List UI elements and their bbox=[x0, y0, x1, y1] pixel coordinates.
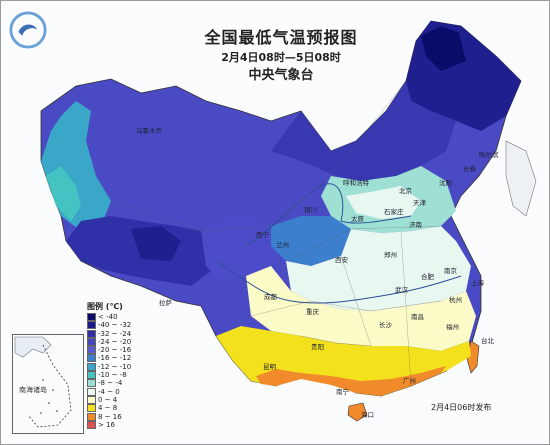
city-label: 福州 bbox=[446, 323, 459, 331]
city-label: 济南 bbox=[409, 221, 422, 229]
legend-item: -8 ~ -4 bbox=[87, 379, 133, 388]
city-label: 重庆 bbox=[306, 308, 319, 316]
map-header: 全国最低气温预报图 2月4日08时—5日08时 中央气象台 bbox=[1, 27, 549, 85]
city-label: 兰州 bbox=[276, 241, 289, 249]
legend-label: -32 ~ -24 bbox=[98, 329, 132, 338]
city-label: 石家庄 bbox=[384, 208, 404, 216]
legend-item: -4 ~ 0 bbox=[87, 387, 133, 396]
city-label: 太原 bbox=[351, 215, 364, 223]
legend-swatch bbox=[87, 379, 96, 388]
legend-swatch bbox=[87, 346, 96, 355]
city-label: 南京 bbox=[444, 267, 457, 275]
issuer: 中央气象台 bbox=[248, 68, 314, 83]
legend-label: -40 ~ -32 bbox=[98, 321, 132, 330]
legend-swatch bbox=[87, 371, 96, 380]
legend-label: -12 ~ -10 bbox=[98, 362, 132, 371]
city-label: 南昌 bbox=[411, 313, 424, 321]
city-label: 长沙 bbox=[379, 321, 392, 329]
legend-swatch bbox=[87, 337, 96, 346]
city-label: 昆明 bbox=[263, 363, 276, 371]
cma-logo-icon bbox=[9, 11, 47, 49]
legend-swatch bbox=[87, 404, 96, 413]
legend-items: < -40 -40 ~ -32 -32 ~ -24 -24 ~ -20 -20 ~ -1… bbox=[87, 313, 133, 429]
legend-label: > 16 bbox=[98, 420, 115, 429]
city-label: 拉萨 bbox=[159, 299, 172, 307]
legend-swatch bbox=[87, 329, 96, 338]
legend-label: -20 ~ -16 bbox=[98, 346, 132, 355]
city-label: 银川 bbox=[304, 206, 317, 214]
legend-item: -20 ~ -16 bbox=[87, 346, 133, 355]
legend-label: -24 ~ -20 bbox=[98, 337, 132, 346]
legend-swatch bbox=[87, 412, 96, 421]
legend-swatch bbox=[87, 362, 96, 371]
city-label: 杭州 bbox=[449, 296, 462, 304]
legend-item: -16 ~ -12 bbox=[87, 354, 133, 363]
legend-item: -24 ~ -20 bbox=[87, 337, 133, 346]
city-label: 长春 bbox=[463, 165, 476, 173]
yellow-river bbox=[245, 183, 412, 247]
city-label: 合肥 bbox=[421, 273, 434, 281]
legend: 图例 (℃) < -40 -40 ~ -32 -32 ~ -24 -24 ~ -20-… bbox=[87, 301, 133, 429]
city-label: 西宁 bbox=[256, 231, 269, 239]
city-label: 沈阳 bbox=[439, 179, 452, 187]
south-china-sea-inset bbox=[12, 334, 84, 434]
legend-item: -32 ~ -24 bbox=[87, 329, 133, 338]
legend-label: -16 ~ -12 bbox=[98, 354, 132, 363]
yangtze-river bbox=[215, 260, 462, 304]
legend-label: 8 ~ 16 bbox=[98, 412, 122, 421]
legend-label: 4 ~ 8 bbox=[98, 404, 118, 413]
legend-swatch bbox=[87, 420, 96, 429]
legend-item: < -40 bbox=[87, 313, 133, 321]
city-label: 海口 bbox=[361, 411, 374, 419]
legend-swatch bbox=[87, 313, 96, 321]
legend-item: -12 ~ -10 bbox=[87, 362, 133, 371]
legend-label: -4 ~ 0 bbox=[98, 387, 120, 396]
city-label: 成都 bbox=[264, 293, 277, 301]
city-label: 南宁 bbox=[336, 388, 349, 396]
legend-label: -8 ~ -4 bbox=[98, 379, 123, 388]
legend-swatch bbox=[87, 354, 96, 363]
inset-map bbox=[14, 336, 72, 428]
inset-label: 南海诸岛 bbox=[19, 386, 47, 394]
legend-title: 图例 (℃) bbox=[87, 302, 123, 311]
city-label: 上海 bbox=[471, 279, 484, 287]
hainan bbox=[347, 402, 368, 422]
city-label: 呼和浩特 bbox=[343, 179, 369, 187]
legend-label: < -40 bbox=[98, 313, 118, 321]
map-title: 全国最低气温预报图 bbox=[204, 28, 358, 47]
legend-swatch bbox=[87, 321, 96, 330]
city-label: 天津 bbox=[413, 199, 426, 207]
legend-item: -40 ~ -32 bbox=[87, 321, 133, 330]
city-label: 西安 bbox=[335, 256, 348, 264]
city-label: 郑州 bbox=[384, 251, 397, 259]
city-label: 广州 bbox=[403, 377, 416, 385]
korean-peninsula bbox=[505, 140, 537, 217]
issue-time: 2月4日06时发布 bbox=[431, 403, 492, 412]
city-label: 北京 bbox=[399, 187, 412, 195]
legend-item: 8 ~ 16 bbox=[87, 412, 133, 421]
legend-label: 0 ~ 4 bbox=[98, 395, 118, 404]
city-label: 哈尔滨 bbox=[479, 151, 499, 159]
forecast-period: 2月4日08时—5日08时 bbox=[221, 51, 341, 64]
legend-swatch bbox=[87, 387, 96, 396]
city-label: 乌鲁木齐 bbox=[136, 127, 162, 135]
legend-label: -10 ~ -8 bbox=[98, 371, 127, 380]
city-label: 贵阳 bbox=[311, 343, 324, 351]
legend-item: 4 ~ 8 bbox=[87, 404, 133, 413]
legend-swatch bbox=[87, 395, 96, 404]
legend-item: -10 ~ -8 bbox=[87, 371, 133, 380]
legend-item: > 16 bbox=[87, 420, 133, 429]
city-label: 台北 bbox=[481, 337, 494, 345]
legend-item: 0 ~ 4 bbox=[87, 395, 133, 404]
city-label: 武汉 bbox=[395, 286, 408, 294]
